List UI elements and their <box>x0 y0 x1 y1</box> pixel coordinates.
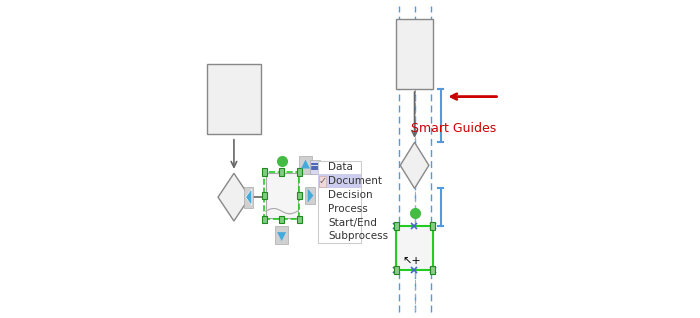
FancyBboxPatch shape <box>318 176 326 187</box>
FancyBboxPatch shape <box>297 192 302 199</box>
FancyBboxPatch shape <box>262 216 267 223</box>
Text: ✓: ✓ <box>318 176 326 186</box>
FancyBboxPatch shape <box>244 187 253 208</box>
FancyBboxPatch shape <box>396 226 433 270</box>
FancyBboxPatch shape <box>266 173 298 213</box>
FancyBboxPatch shape <box>309 160 321 174</box>
FancyBboxPatch shape <box>275 226 288 244</box>
FancyBboxPatch shape <box>297 216 302 223</box>
Polygon shape <box>301 160 310 169</box>
FancyBboxPatch shape <box>318 174 361 188</box>
FancyBboxPatch shape <box>279 216 284 223</box>
FancyBboxPatch shape <box>299 156 312 174</box>
FancyBboxPatch shape <box>396 19 433 89</box>
Text: ↖+: ↖+ <box>402 256 421 266</box>
FancyBboxPatch shape <box>305 187 315 204</box>
Text: Process: Process <box>328 204 368 214</box>
Text: Smart Guides: Smart Guides <box>411 122 496 135</box>
Text: Document: Document <box>328 176 382 186</box>
Text: Subprocess: Subprocess <box>328 232 388 241</box>
Polygon shape <box>246 189 252 205</box>
Text: Data: Data <box>328 162 354 172</box>
FancyBboxPatch shape <box>262 168 267 176</box>
Text: Decision: Decision <box>328 190 373 200</box>
Polygon shape <box>218 173 250 221</box>
FancyBboxPatch shape <box>430 222 435 230</box>
FancyBboxPatch shape <box>393 222 399 230</box>
Polygon shape <box>308 189 314 203</box>
Text: Start/End: Start/End <box>328 218 377 228</box>
FancyBboxPatch shape <box>393 266 399 274</box>
Polygon shape <box>400 142 429 188</box>
FancyBboxPatch shape <box>430 266 435 274</box>
Polygon shape <box>246 190 251 204</box>
Polygon shape <box>277 232 286 241</box>
FancyBboxPatch shape <box>262 192 267 199</box>
FancyBboxPatch shape <box>207 64 261 134</box>
FancyBboxPatch shape <box>318 161 361 243</box>
FancyBboxPatch shape <box>297 168 302 176</box>
FancyBboxPatch shape <box>279 168 284 176</box>
